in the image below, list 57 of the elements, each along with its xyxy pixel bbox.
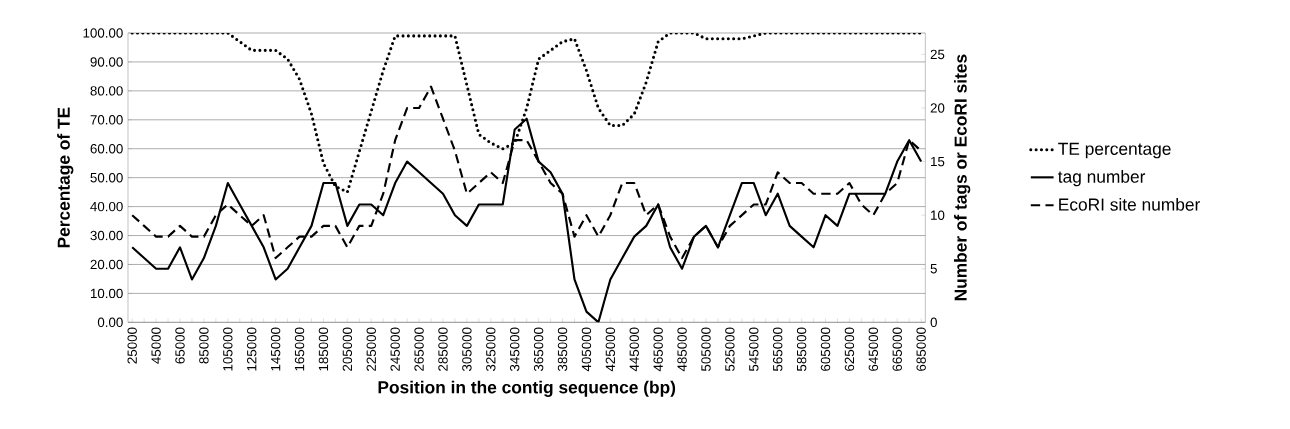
x-axis-title: Position in the contig sequence (bp) — [378, 380, 676, 397]
legend-label: tag number — [1058, 170, 1146, 187]
y2-tick-label: 15 — [931, 156, 945, 167]
x-tick-label: 445000 — [629, 327, 639, 372]
y-tick-label: 0.00 — [97, 317, 123, 328]
x-tick-label: 245000 — [390, 327, 400, 371]
x-tick-label: 645000 — [868, 327, 879, 371]
x-tick-label: 205000 — [342, 327, 353, 371]
x-tick-label: 125000 — [247, 327, 257, 371]
x-tick-label: 505000 — [701, 327, 711, 371]
x-tick-label: 165000 — [294, 327, 305, 371]
y-tick-label: 70.00 — [90, 115, 123, 125]
y2-axis-title: Number of tags or EcoRI sites — [954, 54, 971, 301]
x-tick-label: 485000 — [677, 327, 687, 372]
x-tick-label: 565000 — [772, 327, 783, 371]
y-tick-label: 60.00 — [90, 144, 123, 154]
x-tick-label: 305000 — [462, 327, 472, 372]
y-tick-label: 50.00 — [90, 172, 123, 183]
x-tick-label: 425000 — [605, 327, 616, 372]
x-tick-label: 225000 — [366, 327, 376, 371]
y-tick-label: 20.00 — [90, 259, 123, 270]
x-tick-label: 605000 — [820, 327, 831, 371]
x-tick-label: 265000 — [414, 327, 424, 371]
x-tick-label: 345000 — [510, 327, 520, 372]
x-tick-label: 185000 — [318, 327, 329, 371]
x-tick-label: 665000 — [892, 327, 902, 371]
y2-tick-label: 20 — [930, 103, 945, 113]
y-tick-label: 100.00 — [83, 28, 123, 38]
x-tick-label: 465000 — [653, 327, 663, 372]
x-tick-label: 285000 — [438, 327, 448, 371]
y-tick-label: 40.00 — [90, 201, 123, 212]
y2-tick-label: 10 — [931, 210, 945, 220]
x-tick-label: 105000 — [223, 327, 233, 371]
x-tick-label: 405000 — [581, 327, 592, 372]
x-tick-label: 45000 — [151, 327, 161, 364]
y-tick-label: 80.00 — [90, 86, 123, 96]
y-tick-label: 10.00 — [90, 288, 123, 299]
x-tick-label: 585000 — [796, 327, 807, 371]
y-tick-label: 90.00 — [90, 57, 123, 67]
x-tick-label: 365000 — [533, 327, 544, 372]
x-tick-label: 85000 — [199, 327, 209, 364]
x-tick-label: 145000 — [270, 327, 281, 371]
y-axis-title: Percentage of TE — [57, 107, 74, 248]
x-tick-label: 65000 — [175, 327, 185, 364]
x-tick-label: 685000 — [916, 327, 926, 371]
y-tick-label: 30.00 — [90, 230, 123, 241]
legend-label: EcoRI site number — [1059, 197, 1201, 211]
x-tick-label: 545000 — [749, 327, 759, 371]
y2-tick-label: 0 — [930, 317, 937, 328]
legend-label: TE percentage — [1058, 142, 1171, 159]
y2-tick-label: 25 — [930, 49, 945, 60]
x-tick-label: 385000 — [557, 327, 568, 372]
x-tick-label: 625000 — [844, 327, 855, 371]
x-tick-label: 525000 — [725, 327, 735, 371]
y2-tick-label: 5 — [930, 264, 937, 274]
x-tick-label: 325000 — [486, 327, 496, 372]
x-tick-label: 25000 — [127, 327, 137, 364]
